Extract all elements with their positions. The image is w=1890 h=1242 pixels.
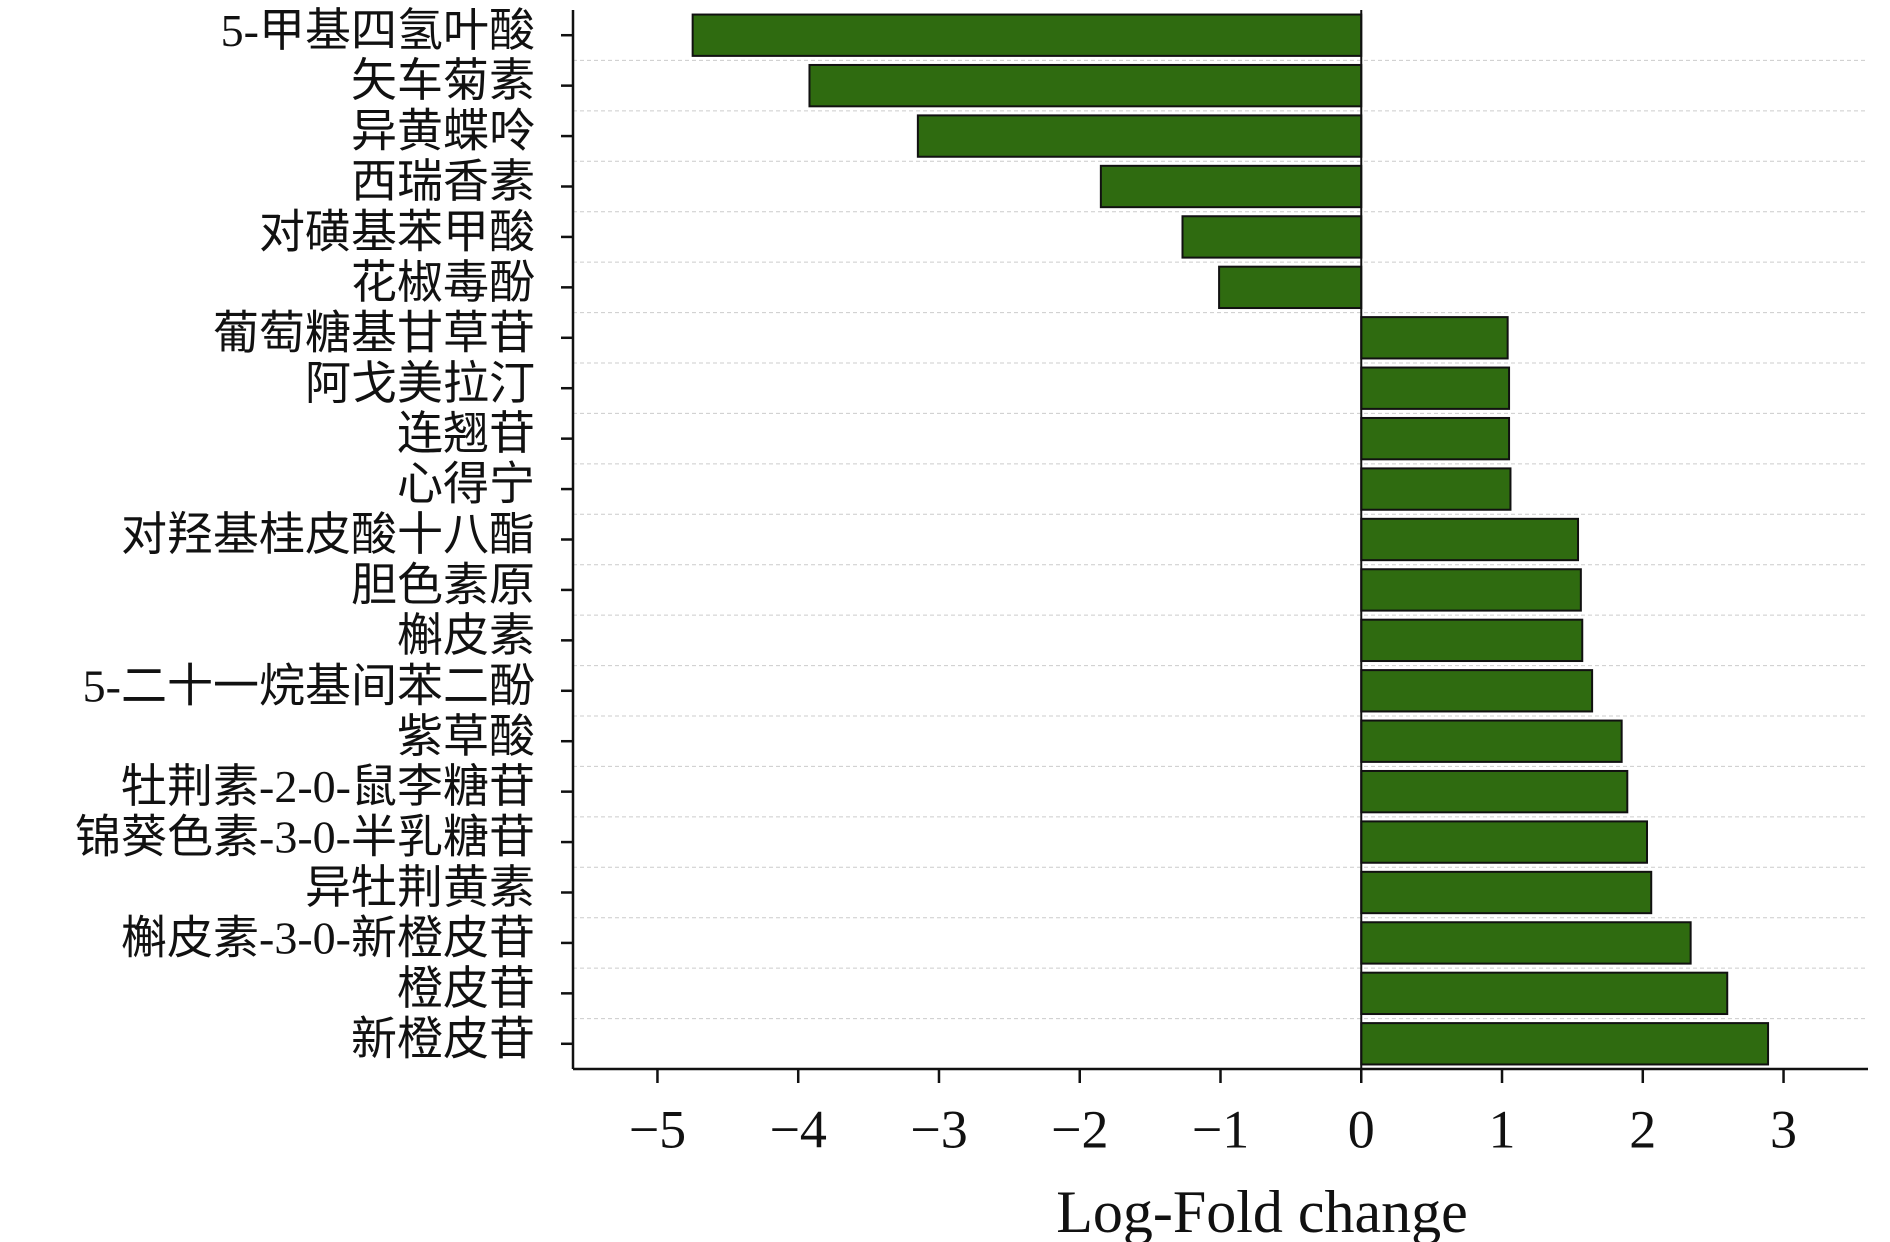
y-tick-label: 葡萄糖基甘草苷 [213, 307, 535, 358]
y-tick-label: 5-二十一烷基间苯二酚 [83, 660, 535, 711]
x-tick-label: 1 [1489, 1099, 1516, 1159]
y-tick-label: 对羟基桂皮酸十八酯 [121, 509, 535, 560]
bar [916, 114, 1363, 158]
bar [1360, 467, 1512, 511]
y-tick-label: 槲皮素 [397, 610, 535, 661]
x-tick-label: 2 [1629, 1099, 1656, 1159]
bar [808, 63, 1363, 108]
y-tick-label: 胆色素原 [351, 559, 535, 610]
x-tick-label: 0 [1348, 1099, 1375, 1159]
y-tick-label: 异黄蝶呤 [351, 106, 535, 157]
x-axis-label: Log-Fold change [1056, 1179, 1468, 1242]
bar [1181, 215, 1363, 259]
y-tick-label: 矢车菊素 [351, 55, 535, 106]
y-tick-label: 紫草酸 [397, 711, 535, 762]
bar [1360, 769, 1629, 814]
bar [1360, 1022, 1770, 1066]
bar [1360, 971, 1729, 1016]
bar [1360, 366, 1511, 410]
y-tick-label: 槲皮素-3-0-新橙皮苷 [121, 912, 535, 963]
bar [1360, 921, 1692, 965]
bar [1360, 517, 1580, 562]
y-tick-label: 新橙皮苷 [351, 1013, 535, 1064]
y-tick-label: 阿戈美拉汀 [305, 358, 535, 409]
bar [691, 13, 1363, 57]
bar [1218, 265, 1363, 310]
x-tick-label: 3 [1770, 1099, 1797, 1159]
bar [1099, 164, 1363, 209]
x-tick-label: −1 [1192, 1099, 1249, 1159]
y-tick-label: 异牡荆黄素 [305, 862, 535, 913]
x-tick-label: −4 [769, 1099, 826, 1159]
bar [1360, 870, 1653, 915]
bar [1360, 568, 1582, 612]
bar [1360, 820, 1649, 864]
x-tick-label: −5 [629, 1099, 686, 1159]
y-tick-label: 5-甲基四氢叶酸 [221, 5, 535, 56]
y-tick-label: 橙皮苷 [397, 963, 535, 1014]
y-tick-label: 心得宁 [397, 459, 535, 510]
y-tick-label: 连翘苷 [397, 408, 535, 459]
bar [1360, 618, 1584, 663]
bar [1360, 669, 1594, 713]
y-tick-label: 牡荆素-2-0-鼠李糖苷 [121, 761, 535, 812]
bar [1360, 316, 1509, 360]
x-tick-label: −3 [910, 1099, 967, 1159]
y-tick-label: 锦葵色素-3-0-半乳糖苷 [75, 812, 535, 863]
y-tick-label: 对磺基苯甲酸 [259, 206, 535, 257]
bar [1360, 416, 1511, 461]
y-tick-label: 花椒毒酚 [351, 257, 535, 308]
bar [1360, 719, 1623, 763]
y-tick-label: 西瑞香素 [351, 156, 535, 207]
x-tick-label: −2 [1051, 1099, 1108, 1159]
